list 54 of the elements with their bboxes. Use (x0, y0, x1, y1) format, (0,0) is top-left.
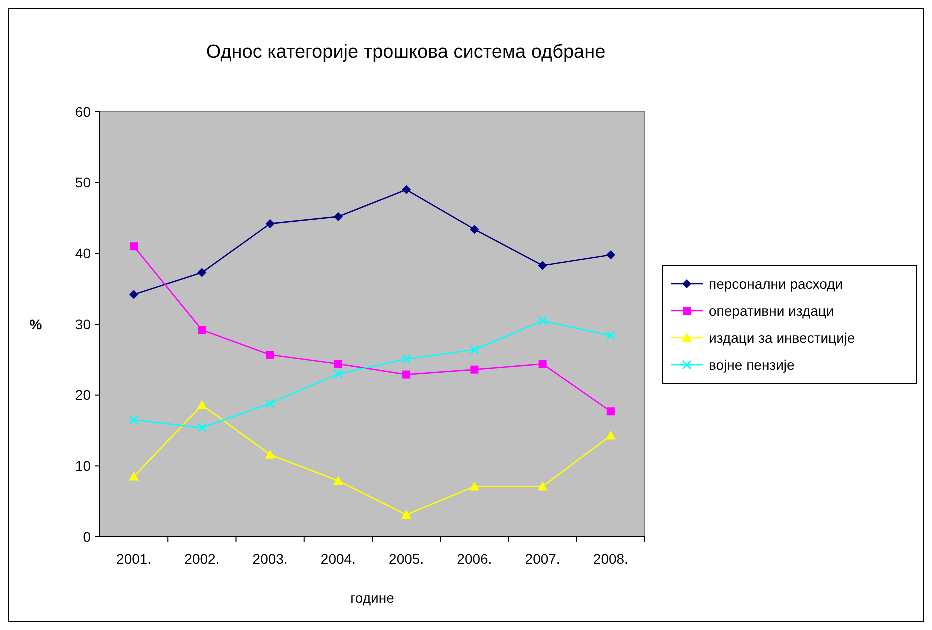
y-axis-title: % (30, 316, 43, 332)
point (130, 290, 139, 300)
point (130, 242, 138, 251)
x-tick-label: 2005. (389, 551, 424, 567)
point (538, 261, 548, 270)
point (129, 415, 139, 425)
point (538, 482, 548, 491)
point (538, 316, 548, 326)
point (402, 185, 412, 194)
x-tick-label: 2008. (593, 551, 628, 567)
point (606, 408, 615, 416)
point (197, 400, 208, 410)
legend-label: војне пензије (709, 356, 796, 373)
point (198, 268, 207, 278)
y-tick-label: 40 (75, 246, 92, 262)
point (334, 369, 344, 379)
point (606, 250, 616, 260)
point (402, 370, 411, 379)
y-tick-label: 60 (75, 104, 92, 120)
point (334, 212, 343, 222)
y-tick-label: 50 (75, 174, 92, 191)
point (606, 331, 616, 341)
legend-label: издаци за инвестиције (709, 330, 856, 346)
point (334, 360, 342, 368)
legend-label: оперативни издаци (709, 302, 834, 319)
legend-label: персонални расходи (709, 276, 844, 292)
point (333, 476, 344, 486)
x-tick-label: 2007. (525, 551, 560, 567)
point (606, 430, 616, 440)
y-tick-label: 20 (75, 387, 92, 404)
y-tick-label: 0 (83, 528, 92, 545)
point (266, 350, 274, 359)
chart-title: Однос категорије трошкова система одбране (206, 42, 606, 63)
point (402, 354, 412, 364)
x-tick-label: 2001. (116, 551, 152, 567)
point (470, 482, 480, 491)
x-tick-label: 2002. (184, 551, 220, 567)
point (197, 423, 207, 433)
point (266, 219, 275, 228)
x-tick-label: 2003. (252, 551, 288, 567)
point (265, 450, 276, 459)
point (470, 366, 479, 374)
point (198, 326, 206, 334)
y-tick-label: 30 (75, 316, 92, 332)
x-axis-title: године (350, 590, 395, 606)
point (402, 510, 412, 520)
point (538, 360, 547, 368)
point (266, 399, 276, 409)
x-tick-label: 2006. (457, 551, 492, 567)
x-tick-label: 2004. (320, 551, 356, 567)
point (470, 345, 480, 355)
point (129, 472, 140, 481)
point (470, 225, 480, 234)
y-tick-label: 10 (75, 458, 92, 474)
